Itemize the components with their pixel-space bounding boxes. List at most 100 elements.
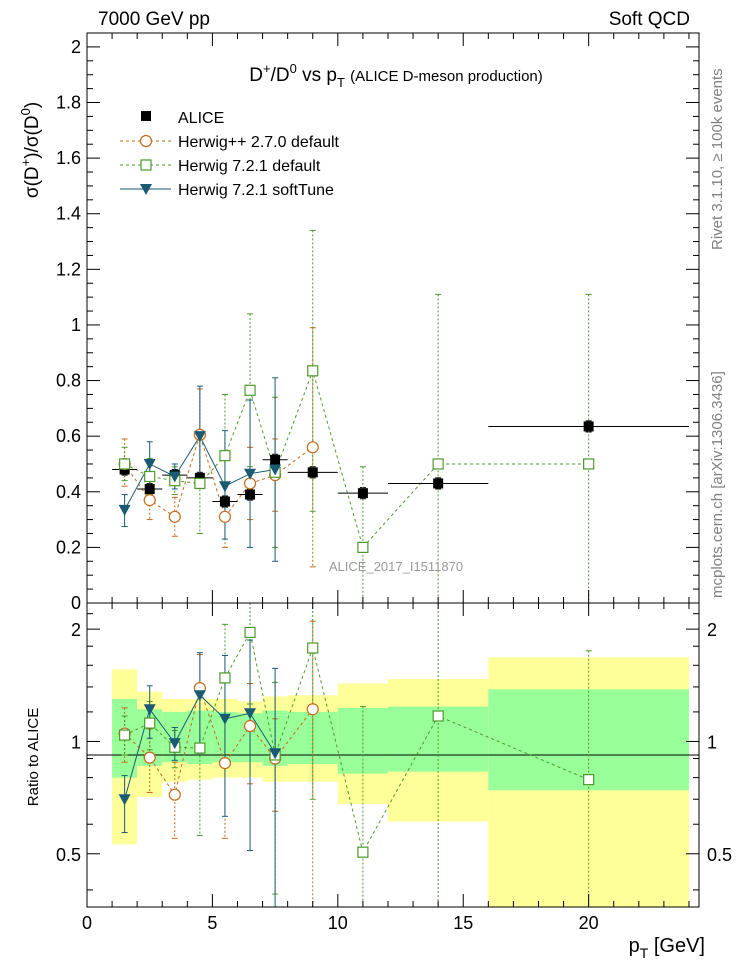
ratio-point-herwig-2-7-0-default xyxy=(218,756,232,770)
x-tick-label: 15 xyxy=(453,913,473,933)
ratio-frame xyxy=(86,602,700,908)
watermark: ALICE_2017_I1511870 xyxy=(329,559,463,574)
ylabel-part: ) xyxy=(22,102,43,108)
ratio-markers xyxy=(118,626,595,858)
legend-label: Herwig++ 2.7.0 default xyxy=(178,134,340,151)
main-ytick-label: 0.4 xyxy=(56,482,81,502)
legend-marker-herwig7-default xyxy=(140,159,152,171)
main-point-herwig-7-2-1-default xyxy=(307,365,319,377)
ylabel-part: )/σ(D xyxy=(22,115,43,158)
legend-entry-alice: ALICE xyxy=(141,110,224,127)
ratio-ytick-label-left: 2 xyxy=(71,620,81,640)
main-point-herwig-2-7-0-default xyxy=(168,510,181,523)
ratio-point-herwig-7-2-1-softtune xyxy=(143,704,156,716)
ratio-point-herwig-7-2-1-softtune xyxy=(193,690,206,702)
main-point-herwig-7-2-1-default xyxy=(244,384,256,396)
ratio-point-herwig-7-2-1-default xyxy=(194,742,206,754)
main-point-alice xyxy=(433,478,444,489)
ratio-point-herwig-2-7-0-default xyxy=(168,788,181,801)
ylabel-part: + xyxy=(18,159,33,167)
main-point-herwig-7-2-1-softtune xyxy=(193,431,206,443)
ratio-point-herwig-7-2-1-softtune xyxy=(168,738,181,750)
title-part: vs p xyxy=(297,65,337,86)
ratio-point-herwig-7-2-1-default xyxy=(144,717,156,729)
main-ytick-label: 1.8 xyxy=(56,93,81,113)
main-point-herwig-7-2-1-default xyxy=(432,458,444,470)
legend-marker-alice xyxy=(141,111,151,121)
legend-label: Herwig 7.2.1 default xyxy=(178,158,321,175)
main-ylabel: σ(D+)/σ(D0) xyxy=(18,102,43,198)
ratio-ytick-label-right: 0.5 xyxy=(707,845,732,865)
ratio-point-herwig-7-2-1-softtune xyxy=(118,794,131,806)
main-point-alice xyxy=(270,454,281,465)
main-ytick-label: 0.2 xyxy=(56,537,81,557)
main-ytick-label: 1.6 xyxy=(56,148,81,168)
ratio-point-herwig-7-2-1-default xyxy=(357,846,369,858)
ratio-ylabel: Ratio to ALICE xyxy=(25,708,42,806)
ratio-point-herwig-7-2-1-default xyxy=(583,774,595,786)
main-point-herwig-7-2-1-default xyxy=(583,458,595,470)
ratio-y-ticks: 0.5 0.5 1 1 2 2 xyxy=(56,613,732,891)
xlabel-part: T xyxy=(640,945,649,961)
ratio-ytick-label-left: 1 xyxy=(71,732,81,752)
ylabel-part: 0 xyxy=(18,108,33,115)
main-point-alice xyxy=(357,488,368,499)
main-point-herwig-7-2-1-default xyxy=(219,450,231,462)
main-line-herwig-7-2-1-default xyxy=(124,369,589,549)
legend-label: Herwig 7.2.1 softTune xyxy=(178,182,334,199)
legend: ALICE Herwig++ 2.7.0 default Herwig 7.2.… xyxy=(120,110,340,199)
ratio-point-herwig-7-2-1-default xyxy=(307,642,319,654)
main-point-alice xyxy=(144,484,155,494)
main-point-herwig-7-2-1-softtune xyxy=(244,468,257,480)
title-part: (ALICE D-meson production) xyxy=(350,68,543,85)
main-ytick-label: 1 xyxy=(71,315,81,335)
ratio-point-herwig-7-2-1-softtune xyxy=(218,713,231,725)
ratio-ytick-label-right: 1 xyxy=(707,732,717,752)
ratio-point-herwig-7-2-1-softtune xyxy=(244,708,257,720)
main-x-ticks xyxy=(86,33,690,603)
main-ytick-label: 1.4 xyxy=(56,204,81,224)
ylabel-part: σ(D xyxy=(22,166,43,198)
main-point-herwig-7-2-1-default xyxy=(119,458,131,470)
main-point-herwig-7-2-1-softtune xyxy=(168,471,181,483)
main-point-herwig-7-2-1-default xyxy=(194,477,206,490)
ratio-point-herwig-7-2-1-default xyxy=(119,729,131,741)
ratio-point-herwig-7-2-1-default xyxy=(432,710,444,722)
header-right: Soft QCD xyxy=(609,9,690,30)
main-point-herwig-7-2-1-softtune xyxy=(118,504,131,516)
x-tick-label: 10 xyxy=(328,913,348,933)
legend-label: ALICE xyxy=(178,110,224,127)
legend-entry-herwig7-default: Herwig 7.2.1 default xyxy=(120,158,321,175)
main-point-herwig-7-2-1-default xyxy=(357,541,369,553)
legend-entry-herwig7-softtune: Herwig 7.2.1 softTune xyxy=(120,182,334,199)
main-point-herwig-7-2-1-softtune xyxy=(143,458,156,470)
x-tick-label: 5 xyxy=(207,913,217,933)
main-point-herwig-2-7-0-default xyxy=(218,510,232,523)
mcplots-label: mcplots.cern.ch [arXiv:1306.3436] xyxy=(709,371,726,598)
legend-marker-herwig7-softtune xyxy=(140,184,152,195)
main-ytick-label: 1.2 xyxy=(56,259,81,279)
main-y-ticks: 0 0.2 0.4 0.6 0.8 1 1.2 1.4 1.6 1.8 2 xyxy=(56,37,699,613)
main-point-alice xyxy=(245,489,256,500)
main-ytick-label: 0 xyxy=(71,593,81,613)
title-part: 0 xyxy=(290,61,297,76)
legend-marker-herwigpp xyxy=(139,134,153,148)
main-panel: ALICE_2017_I1511870 0 0.2 0.4 0.6 0.8 1 1.2 1.4… xyxy=(18,32,700,613)
main-error-bars xyxy=(112,229,689,603)
title-part: + xyxy=(263,61,271,76)
x-tick-label: 0 xyxy=(82,913,92,933)
title-part: /D xyxy=(271,65,290,86)
ratio-point-herwig-7-2-1-default xyxy=(219,672,231,684)
main-point-herwig-7-2-1-default xyxy=(144,470,156,483)
ratio-point-herwig-7-2-1-default xyxy=(244,626,256,639)
main-point-herwig-2-7-0-default xyxy=(306,441,319,454)
xlabel-part: p xyxy=(629,935,640,957)
legend-entry-herwigpp: Herwig++ 2.7.0 default xyxy=(120,134,340,151)
ratio-point-herwig-2-7-0-default xyxy=(143,751,156,764)
header-left: 7000 GeV pp xyxy=(98,9,210,30)
plot-title: D+/D0 vs pT (ALICE D-meson production) xyxy=(249,61,543,90)
x-tick-label: 20 xyxy=(579,913,599,933)
title-part: D xyxy=(249,65,263,86)
main-ytick-label: 0.6 xyxy=(56,426,81,446)
